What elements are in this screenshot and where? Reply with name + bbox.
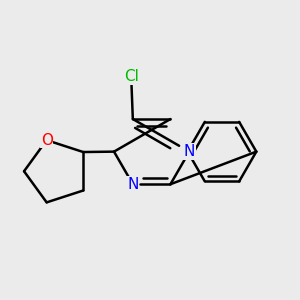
Text: N: N bbox=[184, 144, 195, 159]
Text: O: O bbox=[40, 133, 52, 148]
Text: Cl: Cl bbox=[124, 69, 139, 84]
Text: N: N bbox=[127, 177, 139, 192]
